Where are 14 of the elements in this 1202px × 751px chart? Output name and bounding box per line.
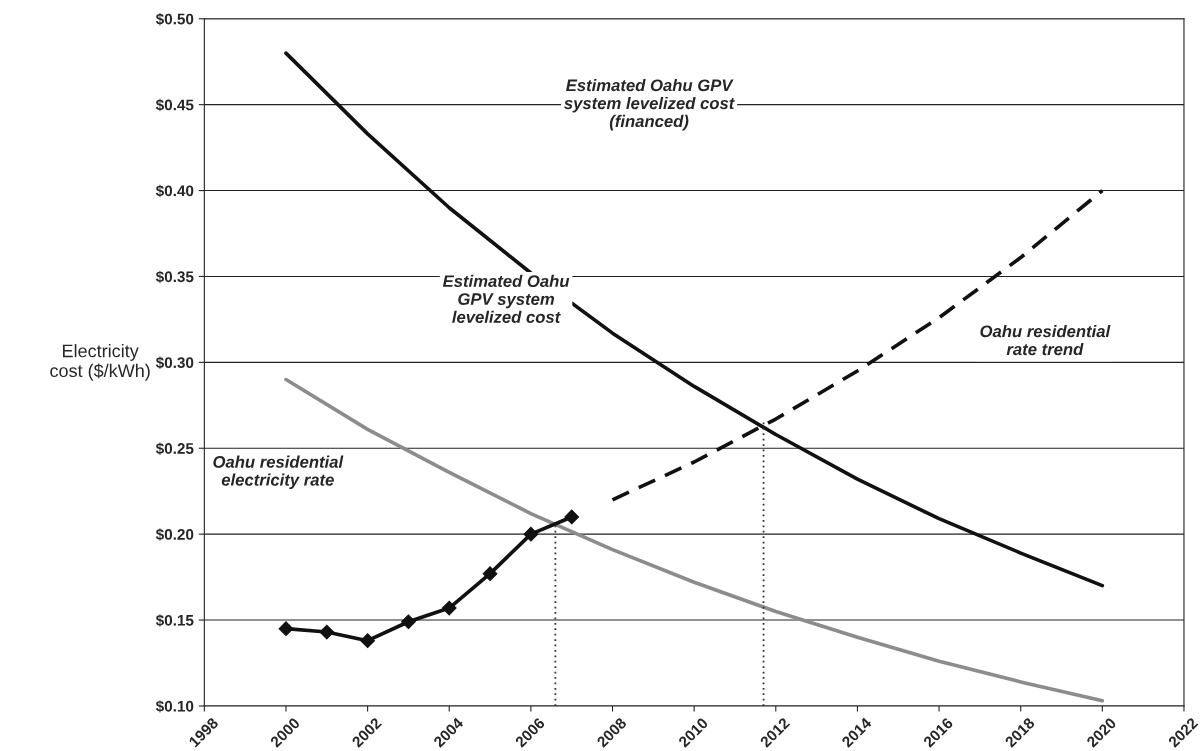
y-tick-label: $0.10 <box>155 700 194 713</box>
y-tick-label: $0.40 <box>155 184 194 198</box>
y-tick-label: $0.35 <box>155 270 194 284</box>
y-tick-label: $0.50 <box>155 12 194 26</box>
y-tick-label: $0.30 <box>155 356 194 370</box>
y-tick-label: $0.45 <box>155 98 194 112</box>
annotation: Estimated Oahu GPV system levelized cost (financed) <box>564 78 735 131</box>
y-axis-title: Electricity cost ($/kWh) <box>50 344 150 381</box>
y-tick-label: $0.15 <box>155 614 194 627</box>
annotation: Estimated Oahu GPV system levelized cost <box>442 274 570 323</box>
y-tick-label: $0.25 <box>155 442 194 455</box>
annotation: Oahu residential rate trend <box>980 325 1111 356</box>
y-tick-label: $0.20 <box>155 528 194 541</box>
annotation: Oahu residential electricity rate <box>213 455 344 490</box>
